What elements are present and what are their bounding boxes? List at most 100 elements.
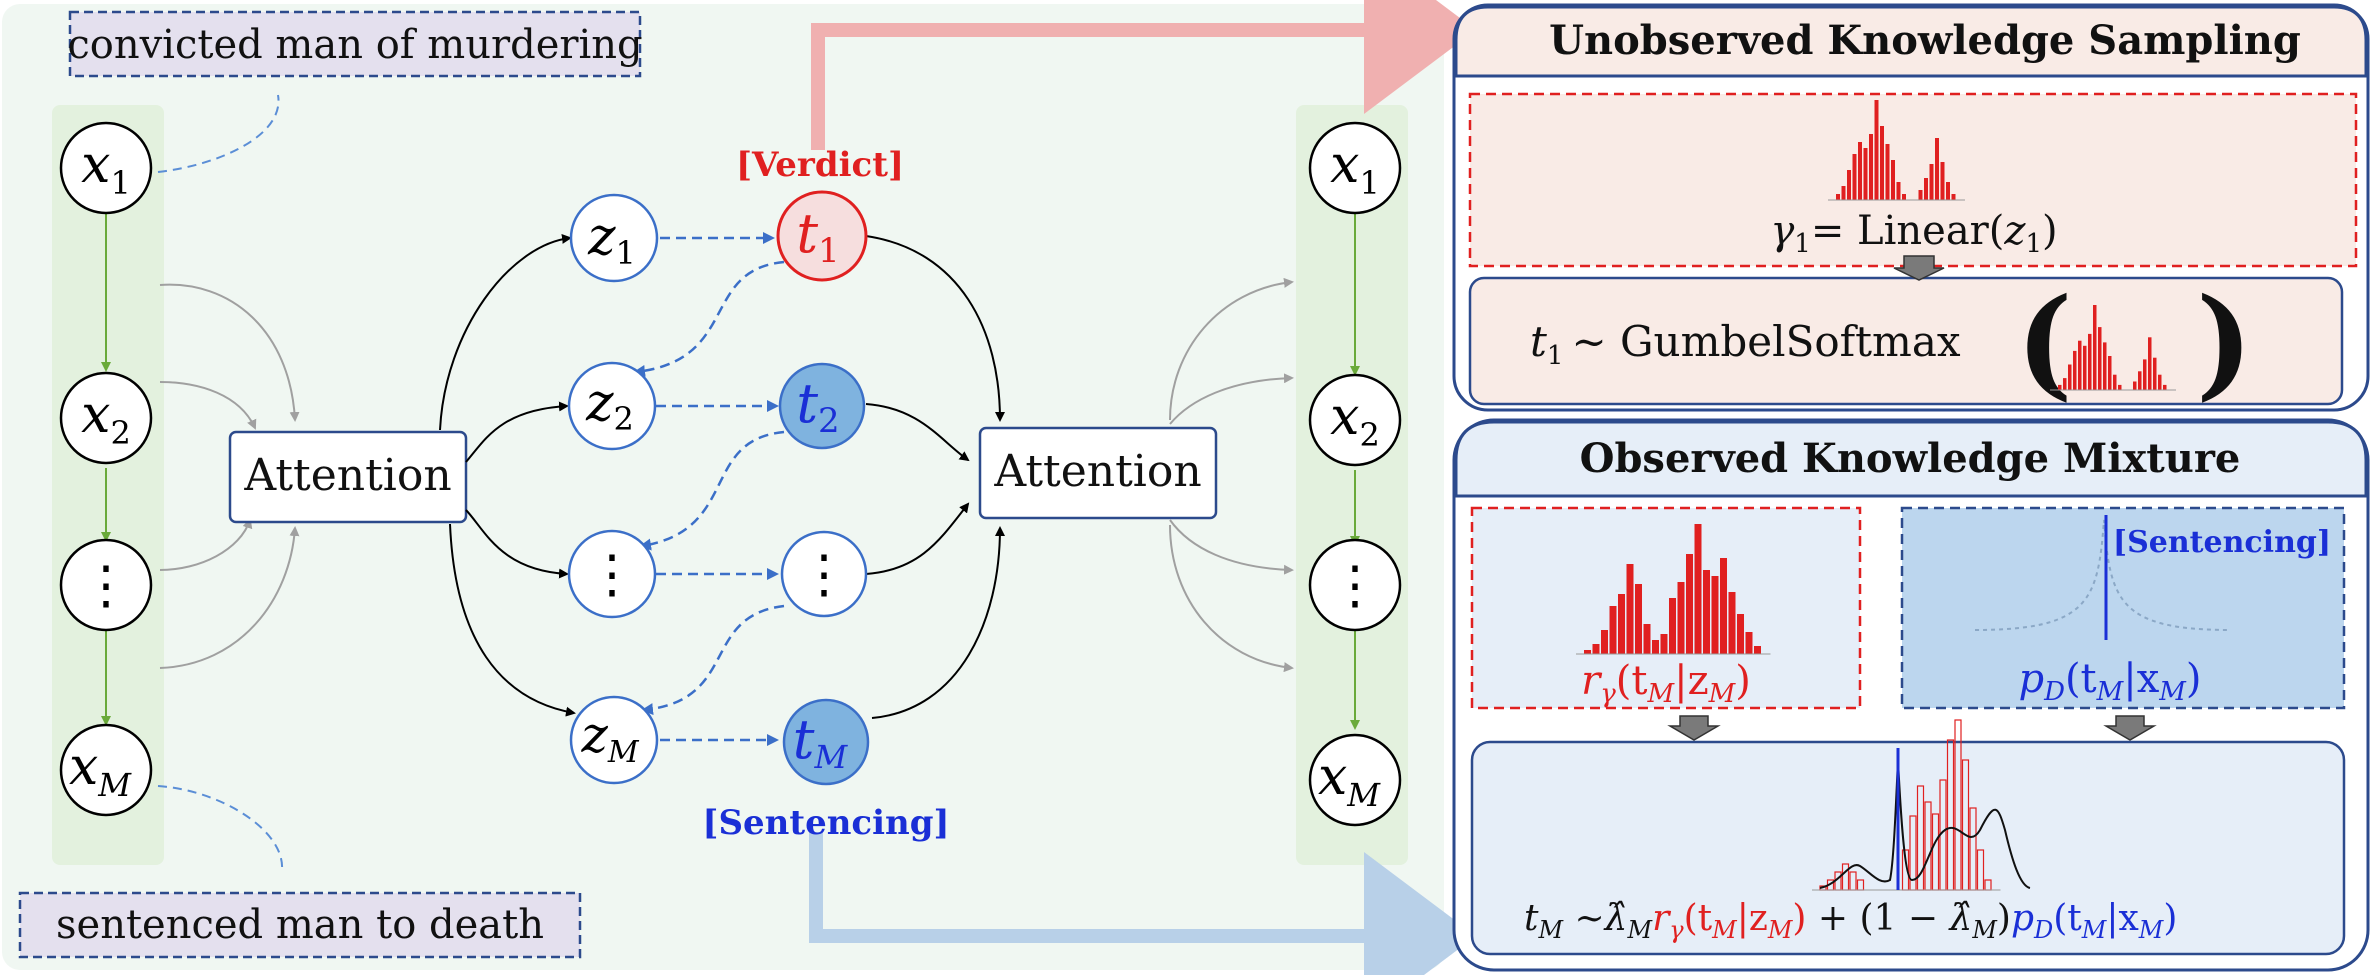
histogram-bar — [1660, 634, 1668, 654]
node-z2: z2 — [567, 361, 657, 451]
r-gamma-label: rγ(tM|zM) — [1581, 658, 1751, 709]
t1-to-attn — [865, 235, 1005, 422]
gumbel-rparen: ) — [2196, 272, 2253, 413]
gumbel-lparen: ( — [2016, 272, 2073, 413]
histogram-bar — [1874, 100, 1879, 200]
histogram-bar — [1863, 148, 1868, 200]
histogram-bar — [2093, 305, 2097, 390]
histogram-bar — [2098, 327, 2102, 390]
unobserved-panel: Unobserved Knowledge Sampling γ1= Linear… — [1452, 3, 2370, 413]
tM-to-attn — [871, 526, 1005, 719]
attn-to-z1 — [439, 233, 572, 431]
p-d-sentencing-tag: [Sentencing] — [2113, 525, 2331, 560]
histogram-bar — [2103, 342, 2107, 390]
verdict-to-unobserved-arrow — [811, 0, 1476, 150]
histogram-bar — [2153, 357, 2157, 390]
output-nodes: x1 x2 ⋮ xM — [1308, 121, 1402, 827]
mixture-equation: tM ∼λ̂Mrγ(tM|zM) + (1 − λ̂M)pD(tM|xM) — [1524, 898, 2177, 944]
gray-arrow-a4 — [159, 526, 300, 669]
histogram-bar — [1703, 570, 1710, 654]
histogram-bar — [1940, 162, 1945, 200]
gamma-histogram — [1828, 100, 1965, 201]
observed-header — [1454, 420, 2368, 498]
histogram-bar — [1592, 644, 1600, 654]
t1-to-z2 — [633, 260, 785, 377]
svg-text:z1: z1 — [587, 207, 636, 272]
top-note: convicted man of murdering — [67, 10, 643, 78]
svg-text:⋮: ⋮ — [586, 545, 638, 605]
p-d-curve — [1974, 519, 2231, 631]
node-x2: x2 — [59, 371, 153, 465]
svg-text:x2: x2 — [1330, 387, 1380, 454]
histogram-bar — [2113, 374, 2117, 390]
histogram-bar — [2083, 345, 2087, 390]
histogram-bar — [2138, 371, 2142, 390]
histogram-bar — [1711, 576, 1719, 654]
r-gamma-histogram — [1576, 524, 1771, 655]
histogram-bar — [2078, 340, 2082, 390]
histogram-bar — [2068, 364, 2072, 390]
histogram-bar — [1754, 646, 1761, 654]
svg-text:x1: x1 — [1330, 135, 1380, 202]
node-out-xM: xM — [1308, 733, 1402, 827]
svg-text:t1: t1 — [796, 202, 839, 271]
t3-to-zM — [641, 604, 785, 716]
down-arrow-icon — [2103, 715, 2157, 741]
node-x1: x1 — [59, 121, 153, 215]
histogram-bar — [1728, 592, 1736, 654]
gray-arrow-a1 — [159, 283, 300, 422]
histogram-bar — [1745, 632, 1753, 654]
input-nodes: x1 x2 ⋮ xM — [59, 121, 153, 817]
histogram-bar — [1891, 160, 1895, 200]
histogram-bar — [1918, 190, 1923, 200]
gray-arrow-a3 — [159, 518, 253, 571]
histogram-bar — [1652, 640, 1659, 654]
gamma-box — [1468, 92, 2358, 268]
node-zM: zM — [569, 695, 659, 785]
mixture-histogram — [1812, 719, 2031, 891]
histogram-bar — [1626, 564, 1634, 654]
attn-to-zM — [449, 523, 576, 717]
observed-panel: Observed Knowledge Mixture rγ(tM|zM) [Se… — [1452, 418, 2370, 972]
mixture-box — [1470, 740, 2346, 956]
histogram-bar — [1852, 154, 1857, 200]
node-x-ellipsis: ⋮ — [59, 538, 153, 632]
svg-text:xM: xM — [1318, 747, 1381, 814]
histogram-bar — [2108, 356, 2112, 390]
node-t-ellipsis: ⋮ — [780, 530, 868, 618]
histogram-bar — [1601, 630, 1608, 654]
attention-box-1: Attention — [228, 430, 468, 524]
histogram-bar — [2063, 378, 2067, 390]
unobserved-header — [1454, 5, 2368, 78]
histogram-bar — [1584, 650, 1591, 654]
svg-text:t2: t2 — [796, 372, 839, 441]
histogram-bar — [1841, 186, 1846, 200]
r-gamma-box — [1470, 506, 1862, 710]
top-note-text: convicted man of murdering — [67, 22, 642, 68]
histogram-bar — [2088, 333, 2092, 390]
svg-text:xM: xM — [69, 737, 132, 804]
bottom-note: sentenced man to death — [18, 891, 582, 959]
histogram-bar — [1643, 624, 1651, 654]
output-column — [1296, 105, 1408, 865]
histogram-bar — [1951, 194, 1956, 200]
down-arrow-icon — [1667, 715, 1721, 741]
svg-text:zM: zM — [580, 706, 639, 770]
gray-arrow-b4 — [1169, 524, 1294, 673]
attn-to-z3 — [465, 509, 569, 579]
left-panel-background — [2, 4, 1444, 970]
node-z1: z1 — [569, 193, 659, 283]
gray-arrow-b3 — [1169, 519, 1294, 575]
histogram-bar — [2158, 374, 2162, 390]
svg-text:x2: x2 — [81, 385, 131, 452]
histogram-bar — [1737, 614, 1744, 654]
histogram-bar — [1935, 138, 1939, 200]
svg-text:⋮: ⋮ — [798, 545, 850, 605]
p-d-label: pD(tM|xM) — [2018, 656, 2201, 707]
histogram-bar — [1686, 554, 1693, 654]
svg-text:x1: x1 — [81, 135, 131, 202]
node-out-x1: x1 — [1308, 121, 1402, 215]
attention-label-2: Attention — [993, 446, 1201, 497]
task-nodes: t1 t2 ⋮ tM — [776, 190, 870, 786]
